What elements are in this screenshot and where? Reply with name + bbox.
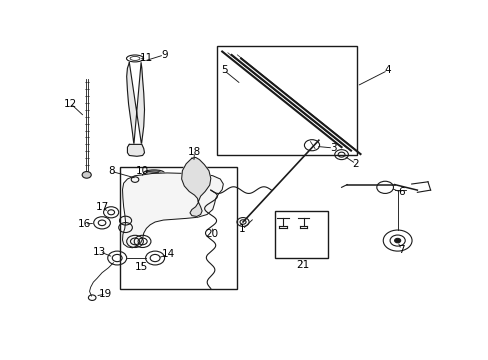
Text: 18: 18 xyxy=(187,147,201,157)
Text: 14: 14 xyxy=(161,249,174,260)
Bar xyxy=(120,167,237,288)
Text: 11: 11 xyxy=(140,53,153,63)
Text: 5: 5 xyxy=(220,66,227,75)
Polygon shape xyxy=(127,144,144,156)
Text: 9: 9 xyxy=(161,50,167,60)
Bar xyxy=(216,46,356,156)
Text: 19: 19 xyxy=(99,289,112,299)
Polygon shape xyxy=(126,63,144,144)
Circle shape xyxy=(82,172,91,178)
Ellipse shape xyxy=(143,170,164,176)
Text: 3: 3 xyxy=(329,143,336,153)
Bar xyxy=(275,211,327,258)
Text: 8: 8 xyxy=(108,166,114,176)
Text: 21: 21 xyxy=(296,260,309,270)
Polygon shape xyxy=(122,173,223,248)
Text: 6: 6 xyxy=(397,187,404,197)
Polygon shape xyxy=(181,157,210,216)
Text: 1: 1 xyxy=(239,225,245,234)
Text: 16: 16 xyxy=(78,219,91,229)
Text: 20: 20 xyxy=(205,229,218,239)
Text: 4: 4 xyxy=(384,66,390,75)
Circle shape xyxy=(394,238,400,243)
Text: 12: 12 xyxy=(64,99,77,109)
Text: 15: 15 xyxy=(135,262,148,272)
Text: 7: 7 xyxy=(397,245,404,255)
Text: 2: 2 xyxy=(352,159,359,169)
Text: 13: 13 xyxy=(93,247,106,257)
Text: 17: 17 xyxy=(96,202,109,212)
Text: 10: 10 xyxy=(136,166,149,176)
